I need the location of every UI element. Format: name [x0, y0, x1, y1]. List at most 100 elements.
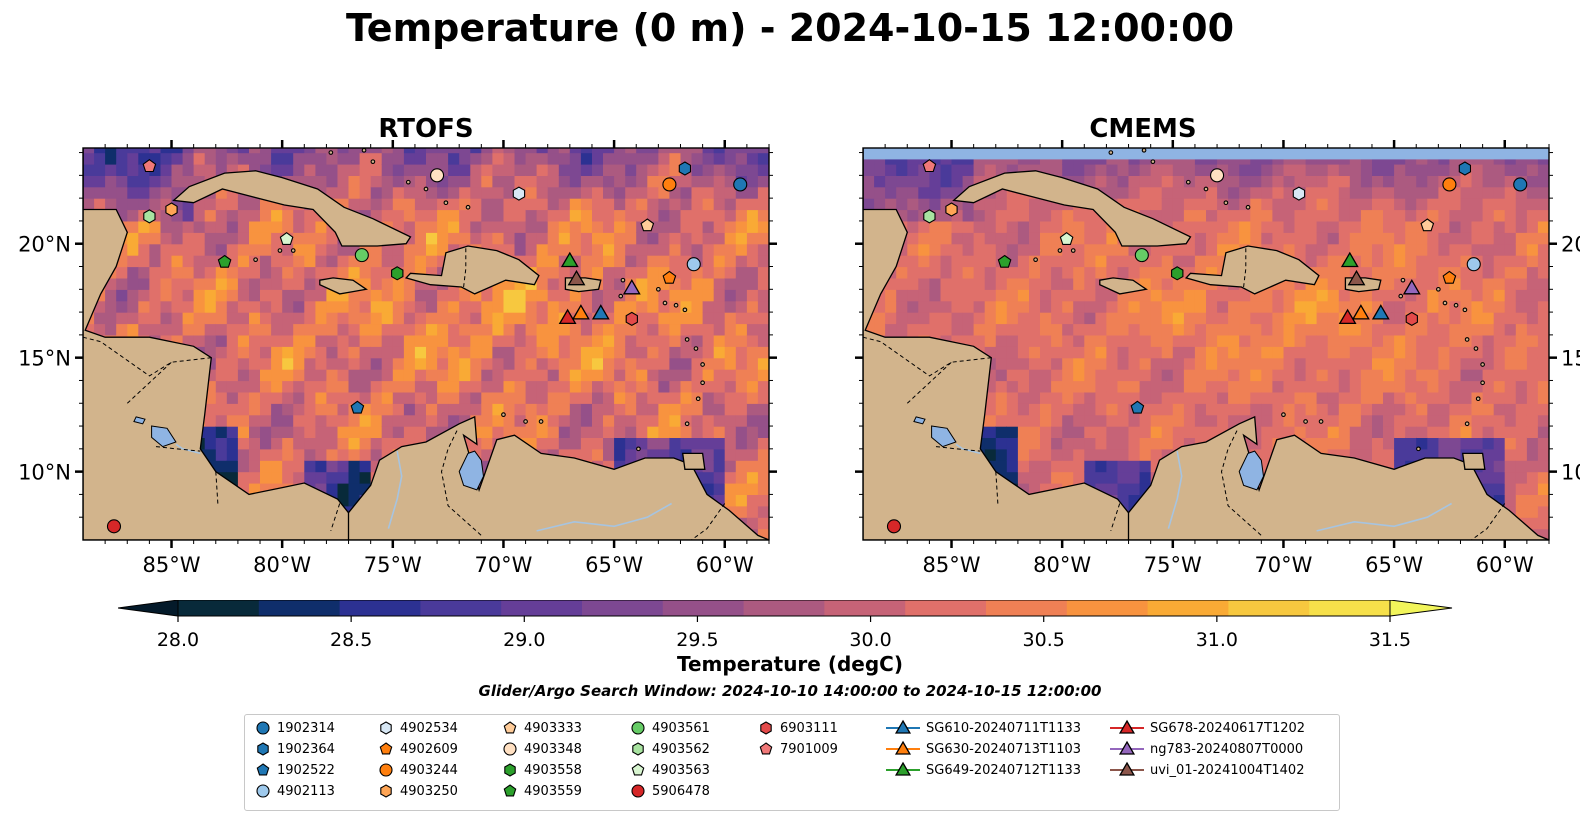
platform-marker-1902314[interactable] [1513, 177, 1528, 192]
platform-marker-1902522[interactable] [1130, 400, 1145, 414]
platform-marker-4903250[interactable] [165, 202, 178, 217]
colorbar-under-arrow [118, 600, 179, 617]
platform-marker-SG649-20240712T1133[interactable] [1340, 251, 1359, 268]
platform-marker-4903250[interactable] [945, 202, 958, 217]
platform-marker-4903244[interactable] [1442, 177, 1457, 192]
platform-marker-4902609[interactable] [1442, 270, 1457, 284]
colorbar-segment [824, 600, 906, 616]
small-island [1480, 362, 1485, 367]
small-island [1303, 419, 1308, 424]
platform-marker-SG630-20240713T1103[interactable] [1351, 304, 1370, 320]
colorbar-tick-label: 29.0 [503, 629, 545, 650]
colorbar-tick-label: 28.5 [330, 629, 372, 650]
platform-marker-SG630-20240713T1103[interactable] [571, 304, 590, 320]
platform-marker-SG610-20240711T1133[interactable] [1371, 304, 1390, 320]
legend-label: SG610-20240711T1133 [926, 720, 1082, 736]
platform-marker-4903348[interactable] [1210, 168, 1225, 183]
small-island [636, 446, 641, 452]
platform-marker-4903561[interactable] [354, 248, 369, 263]
river [175, 443, 201, 455]
platform-marker-uvi_01-20241004T1402[interactable] [567, 269, 586, 286]
platform-marker-4902534[interactable] [512, 186, 526, 201]
platform-marker-uvi_01-20241004T1402[interactable] [1347, 269, 1366, 286]
country-border [83, 336, 212, 377]
platform-marker-4903562[interactable] [143, 209, 156, 224]
lon-tick-label: 60°W [1476, 553, 1534, 577]
country-border [691, 503, 726, 540]
ocean-field [83, 148, 769, 540]
legend-label: uvi_01-20241004T1402 [1150, 762, 1305, 778]
platform-marker-4903333[interactable] [1420, 218, 1435, 232]
platform-marker-ng783-20240807T0000[interactable] [1402, 279, 1421, 295]
platform-marker-SG610-20240711T1133[interactable] [591, 304, 610, 320]
legend-entry-4903244: 4903244 [378, 760, 458, 780]
platform-legend: 1902314 1902364 1902522 4902113 4902534 49026… [244, 714, 1340, 811]
platform-marker-4902113[interactable] [686, 257, 701, 272]
legend-label: 4903563 [652, 762, 710, 778]
platform-marker-SG678-20240617T1202[interactable] [558, 308, 577, 325]
colorbar-segment [1228, 600, 1310, 616]
platform-marker-SG649-20240712T1133[interactable] [560, 251, 579, 268]
platform-marker-4903348[interactable] [430, 168, 445, 183]
platform-marker-4903563[interactable] [1059, 232, 1074, 245]
small-island [700, 362, 705, 367]
small-island [538, 419, 544, 424]
small-island [693, 346, 699, 351]
small-island [1108, 150, 1114, 155]
map-panel-cmems[interactable]: 85°W 80°W 75°W 70°W 65°W 60°W 20°N 15°N 10°N [780, 140, 1580, 590]
platform-marker-4903333[interactable] [640, 218, 655, 232]
small-island [465, 204, 471, 210]
legend-entry-4903559: 4903559 [502, 781, 582, 801]
platform-marker-1902364[interactable] [1458, 161, 1472, 176]
small-island [684, 337, 690, 342]
legend-label: 1902522 [277, 762, 335, 778]
legend-entry-5906478: 5906478 [630, 781, 710, 801]
legend-entry-4903348: 4903348 [502, 739, 582, 759]
platform-marker-4903562[interactable] [923, 209, 936, 224]
country-border [863, 336, 992, 377]
platform-marker-4903559[interactable] [217, 254, 232, 268]
platform-marker-5906478[interactable] [106, 519, 122, 534]
small-island [618, 293, 624, 299]
legend-label: 5906478 [652, 783, 710, 799]
platform-marker-4903244[interactable] [662, 177, 677, 192]
country-border [906, 361, 952, 404]
platform-marker-5906478[interactable] [886, 519, 902, 534]
platform-marker-4903559[interactable] [997, 254, 1012, 268]
colorbar-segment [905, 600, 987, 616]
ocean-field [863, 148, 1549, 540]
platform-marker-6903111[interactable] [625, 311, 638, 327]
legend-marker-icon [380, 721, 392, 735]
platform-marker-4903558[interactable] [391, 266, 404, 281]
platform-marker-4902609[interactable] [662, 270, 677, 284]
lon-tick-label: 75°W [1144, 553, 1202, 577]
map-panel-rtofs[interactable]: 85°W 80°W 75°W 70°W 65°W 60°W 20°N 15°N 10°N [0, 140, 800, 590]
platform-marker-6903111[interactable] [1405, 311, 1418, 327]
small-island [620, 277, 626, 283]
platform-marker-4903563[interactable] [279, 232, 294, 245]
platform-marker-7901009[interactable] [922, 159, 937, 173]
small-island [1033, 257, 1038, 263]
platform-marker-1902364[interactable] [678, 161, 692, 176]
legend-marker-icon [503, 721, 517, 734]
legend-entry-SG678-20240617T1202: SG678-20240617T1202 [1110, 718, 1305, 738]
small-island [1442, 300, 1448, 306]
legend-marker-icon [1118, 761, 1136, 776]
platform-marker-ng783-20240807T0000[interactable] [622, 279, 641, 295]
platform-marker-SG678-20240617T1202[interactable] [1338, 308, 1357, 325]
platform-marker-1902314[interactable] [733, 177, 748, 192]
platform-marker-4903561[interactable] [1134, 248, 1149, 263]
platform-marker-4902534[interactable] [1292, 186, 1306, 201]
legend-label: 4903333 [524, 720, 582, 736]
lon-tick-label: 65°W [585, 553, 643, 577]
small-island [1473, 346, 1479, 351]
platform-marker-1902522[interactable] [350, 400, 365, 414]
legend-entry-1902314: 1902314 [255, 718, 335, 738]
platform-marker-4902113[interactable] [1466, 257, 1481, 272]
platform-marker-4903558[interactable] [1171, 266, 1184, 281]
legend-marker-icon [504, 763, 516, 777]
platform-marker-7901009[interactable] [142, 159, 157, 173]
legend-marker-icon [256, 763, 270, 776]
country-border [215, 471, 219, 506]
legend-marker-icon [894, 719, 912, 734]
